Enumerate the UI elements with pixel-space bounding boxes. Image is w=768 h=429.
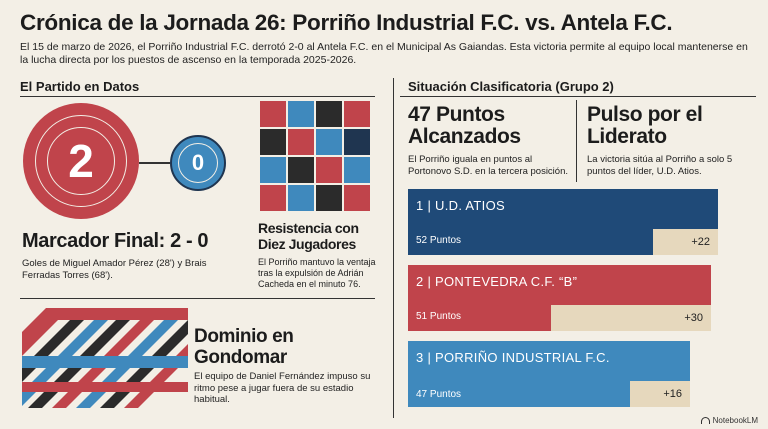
section-title-partido: El Partido en Datos	[20, 79, 140, 94]
points-heading: 47 Puntos Alcanzados	[408, 103, 521, 148]
score-heading: Marcador Final: 2 - 0	[22, 230, 209, 252]
score-text: Goles de Miguel Amador Pérez (28') y Bra…	[22, 258, 207, 281]
away-score-circle: 0	[170, 135, 226, 191]
resistance-text: El Porriño mantuvo la ventaja tras la ex…	[258, 257, 376, 289]
intro-text: El 15 de marzo de 2026, el Porriño Indus…	[20, 41, 748, 66]
team-points: 51 Puntos	[416, 311, 462, 322]
team-points: 47 Puntos	[416, 389, 462, 400]
standing-row: 2 | PONTEVEDRA C.F. “B” 51 Puntos +30	[408, 265, 711, 331]
score-connector	[139, 162, 170, 164]
team-name: 1 | U.D. ATIOS	[416, 198, 505, 213]
team-name: 2 | PONTEVEDRA C.F. “B”	[416, 274, 578, 289]
divider	[20, 298, 375, 299]
stripes-graphic	[22, 308, 188, 408]
notebook-icon	[700, 417, 710, 424]
team-points: 52 Puntos	[416, 235, 462, 246]
standing-row: 1 | U.D. ATIOS 52 Puntos +22	[408, 189, 718, 255]
divider	[20, 96, 375, 97]
column-divider	[393, 78, 394, 418]
points-text: El Porriño iguala en puntos al Portonovo…	[408, 154, 569, 177]
page-title: Crónica de la Jornada 26: Porriño Indust…	[20, 10, 673, 35]
team-name: 3 | PORRIÑO INDUSTRIAL F.C.	[416, 350, 610, 365]
section-title-clasificacion: Situación Clasificatoria (Grupo 2)	[408, 79, 614, 94]
standing-row: 3 | PORRIÑO INDUSTRIAL F.C. 47 Puntos +1…	[408, 341, 690, 407]
score-ring-outer	[35, 115, 127, 207]
score-ring-inner	[47, 127, 115, 195]
divider	[576, 100, 577, 182]
checker-pattern	[259, 100, 371, 212]
brand-logo: NotebookLM	[700, 416, 758, 425]
goal-difference: +16	[630, 381, 690, 407]
goal-difference: +30	[551, 305, 711, 331]
pulse-heading: Pulso por el Liderato	[587, 103, 703, 148]
home-score: 2	[68, 135, 94, 187]
divider	[400, 96, 756, 97]
pulse-text: La victoria sitúa al Porriño a solo 5 pu…	[587, 154, 733, 177]
dominio-heading: Dominio en Gondomar	[194, 326, 294, 368]
brand-name: NotebookLM	[712, 416, 758, 425]
away-score: 0	[178, 143, 218, 183]
goal-difference: +22	[653, 229, 718, 255]
resistance-heading: Resistencia con Diez Jugadores	[258, 220, 359, 252]
dominio-text: El equipo de Daniel Fernández impuso su …	[194, 371, 371, 405]
